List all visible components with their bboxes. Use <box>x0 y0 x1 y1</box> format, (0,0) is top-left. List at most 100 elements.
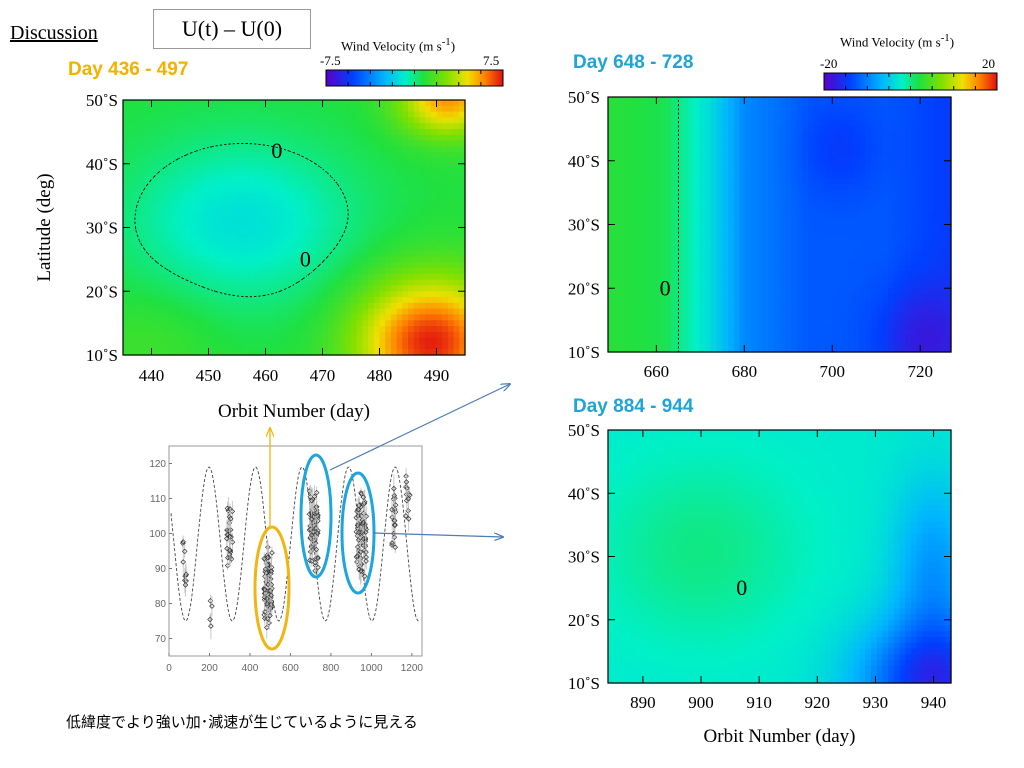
heatmap-cell <box>636 294 643 301</box>
heatmap-cell <box>351 123 358 130</box>
heatmap-cell <box>842 189 849 197</box>
heatmap-cell <box>339 256 346 263</box>
heatmap-cell <box>328 192 335 200</box>
heatmap-cell <box>728 288 735 295</box>
heatmap-cell <box>768 294 775 301</box>
heatmap-cell <box>745 346 752 353</box>
heatmap-cell <box>271 256 278 263</box>
heatmap-cell <box>625 247 632 255</box>
heatmap-cell <box>305 279 312 287</box>
heatmap-cell <box>425 285 432 292</box>
heatmap-cell <box>202 279 210 287</box>
heatmap-cell <box>402 250 409 258</box>
heatmap-cell <box>396 198 403 205</box>
heatmap-cell <box>219 320 227 327</box>
heatmap-cell <box>836 143 843 150</box>
heatmap-cell <box>836 154 843 162</box>
heatmap-cell <box>619 346 626 353</box>
heatmap-cell <box>328 157 335 165</box>
heatmap-cell <box>762 166 769 173</box>
heatmap-cell <box>762 270 769 278</box>
heatmap-cell <box>356 331 363 339</box>
heatmap-cell <box>351 111 358 118</box>
heatmap-cell <box>356 250 363 258</box>
heatmap-cell <box>682 120 689 127</box>
heatmap-cell <box>716 305 723 313</box>
heatmap-cell <box>853 247 861 255</box>
heatmap-cell <box>870 166 878 173</box>
heatmap-cell <box>710 247 718 255</box>
heatmap-cell <box>385 198 392 205</box>
heatmap-cell <box>322 314 329 321</box>
heatmap-cell <box>802 172 809 179</box>
heatmap-cell <box>140 291 147 298</box>
heatmap-cell <box>271 128 278 136</box>
heatmap-cell <box>608 160 615 168</box>
heatmap-cell <box>368 279 375 287</box>
contour-segment <box>135 229 137 232</box>
heatmap-cell <box>379 273 386 281</box>
heatmap-cell <box>722 311 729 318</box>
heatmap-cell <box>385 314 392 321</box>
heatmap-cell <box>385 279 392 287</box>
heatmap-cell <box>282 105 289 113</box>
heatmap-cell <box>191 349 198 356</box>
heatmap-cell <box>848 288 855 295</box>
heatmap-cell <box>436 128 443 136</box>
heatmap-cell <box>299 128 306 136</box>
heatmap-cell <box>865 172 872 179</box>
heatmap-cell <box>265 157 272 165</box>
heatmap-cell <box>836 201 843 208</box>
heatmap-cell <box>373 343 381 350</box>
heatmap-cell <box>231 349 238 356</box>
heatmap-cell <box>779 294 786 301</box>
heatmap-cell <box>322 123 329 130</box>
heatmap-cell <box>339 128 346 136</box>
heatmap-cell <box>802 178 809 185</box>
heatmap-cell <box>682 102 689 110</box>
heatmap-cell <box>608 328 615 336</box>
heatmap-cell <box>750 131 758 139</box>
heatmap-cell <box>328 111 335 118</box>
heatmap-cell <box>608 154 615 162</box>
heatmap-cell <box>676 270 683 278</box>
heatmap-cell <box>368 273 375 281</box>
heatmap-cell <box>419 297 426 304</box>
heatmap-cell <box>134 285 141 292</box>
heatmap-cell <box>197 314 204 321</box>
heatmap-cell <box>168 181 175 188</box>
heatmap-cell <box>745 276 752 284</box>
heatmap-cell <box>237 105 244 113</box>
heatmap-cell <box>699 131 706 139</box>
heatmap-cell <box>197 285 204 292</box>
heatmap-cell <box>636 276 643 284</box>
heatmap-cell <box>745 154 752 162</box>
heatmap-cell <box>790 253 798 260</box>
heatmap-cell <box>842 328 849 336</box>
heatmap-cell <box>676 346 683 353</box>
heatmap-cell <box>288 111 295 118</box>
heatmap-cell <box>162 157 170 165</box>
heatmap-cell <box>368 297 375 304</box>
heatmap-cell <box>813 282 821 289</box>
heatmap-cell <box>197 100 204 107</box>
heatmap-cell <box>390 128 398 136</box>
heatmap-cell <box>665 276 672 284</box>
heatmap-cell <box>288 308 295 316</box>
heatmap-cell <box>722 323 729 330</box>
heatmap-cell <box>790 131 798 139</box>
heatmap-cell <box>282 152 289 159</box>
heatmap-cell <box>299 123 306 130</box>
heatmap-cell <box>373 105 381 113</box>
heatmap-cell <box>453 192 460 200</box>
heatmap-cell <box>265 192 272 200</box>
heatmap-cell <box>294 117 301 124</box>
heatmap-cell <box>197 198 204 205</box>
heatmap-cell <box>413 204 420 211</box>
heatmap-cell <box>613 282 621 289</box>
heatmap-cell <box>174 157 181 165</box>
heatmap-cell <box>191 204 198 211</box>
heatmap-cell <box>762 241 769 249</box>
heatmap-cell <box>219 349 227 356</box>
heatmap-cell <box>208 152 215 159</box>
